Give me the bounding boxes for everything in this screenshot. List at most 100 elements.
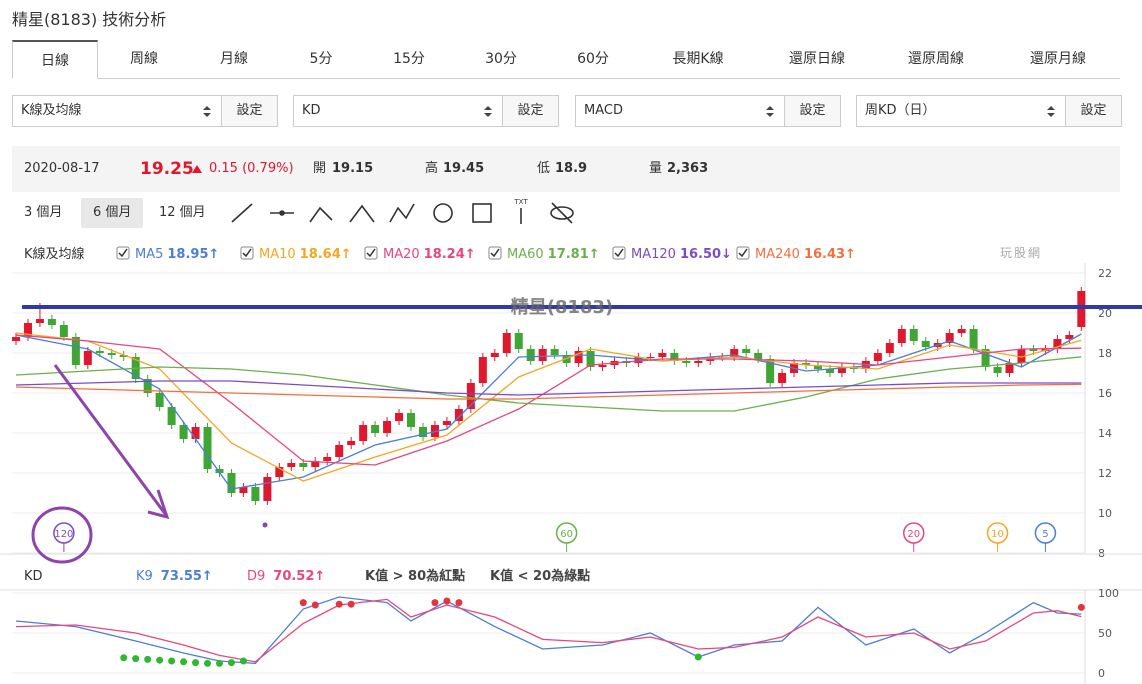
legend-value: 16.50↓ xyxy=(680,247,732,262)
tab[interactable]: 月線 xyxy=(220,51,248,67)
legend-name: MA120 xyxy=(631,247,676,262)
tool-circle[interactable] xyxy=(433,203,453,223)
legend-checkbox[interactable] xyxy=(240,246,254,260)
settings-button[interactable]: 設定 xyxy=(222,95,278,127)
settings-button[interactable]: 設定 xyxy=(785,95,841,127)
period-marker xyxy=(986,522,1009,544)
candle-body xyxy=(993,367,1002,373)
legend-value: 18.24↑ xyxy=(424,247,476,262)
tool-rect[interactable] xyxy=(472,203,492,223)
legend-checkbox[interactable] xyxy=(116,246,130,260)
legend-checkbox[interactable] xyxy=(612,246,626,260)
period-label: 10 xyxy=(991,529,1004,540)
candle-body xyxy=(359,425,368,441)
candle-body xyxy=(981,349,990,367)
tab[interactable]: 15分 xyxy=(393,51,425,67)
tab[interactable]: 周線 xyxy=(130,51,158,67)
select-box[interactable]: MACD xyxy=(575,95,785,127)
candle-body xyxy=(59,325,68,337)
candle-body xyxy=(407,413,416,427)
check xyxy=(490,248,500,258)
period-marker xyxy=(903,522,925,544)
tab[interactable]: 還原日線 xyxy=(789,51,845,67)
legend-checkbox[interactable] xyxy=(736,246,750,260)
legend-value: 17.81↑ xyxy=(548,247,600,262)
candle-body xyxy=(12,337,20,341)
candle-body xyxy=(861,361,870,369)
low-label: 低 xyxy=(537,161,551,176)
period-marker xyxy=(1034,522,1057,544)
settings-button[interactable]: 設定 xyxy=(503,95,559,127)
candle-body xyxy=(802,363,811,365)
legend-name: MA60 xyxy=(507,247,544,262)
tool-ab[interactable] xyxy=(349,204,375,223)
tool-line[interactable] xyxy=(231,203,253,223)
candle-body xyxy=(646,357,655,358)
tool-abc[interactable] xyxy=(389,203,415,223)
logo: 玩股網 xyxy=(1000,246,1043,260)
candle-body xyxy=(754,353,763,359)
candle-body xyxy=(311,461,320,467)
selector: K線及均線 設定 xyxy=(12,95,278,127)
candle-body xyxy=(335,445,344,457)
candle-body xyxy=(634,357,643,363)
candle-body xyxy=(263,477,272,501)
kd-line xyxy=(15,596,1082,665)
tab[interactable]: 還原月線 xyxy=(1030,51,1086,67)
candle-body xyxy=(490,353,499,357)
candle-body xyxy=(766,359,775,383)
select-box[interactable]: K線及均線 xyxy=(12,95,222,127)
candle-body xyxy=(239,487,248,493)
period-label: 120 xyxy=(54,529,73,540)
candle-body xyxy=(550,349,559,355)
tab[interactable]: 還原周線 xyxy=(908,51,964,67)
tab[interactable]: 30分 xyxy=(485,51,517,67)
legend-value: 18.64↑ xyxy=(300,247,352,262)
candle-body xyxy=(514,333,523,349)
y-tick-label: 100 xyxy=(1098,587,1119,600)
tool-hline[interactable] xyxy=(270,210,294,216)
candle-body xyxy=(1065,335,1074,339)
settings-button[interactable]: 設定 xyxy=(1066,95,1122,127)
candle-body xyxy=(95,351,104,353)
check xyxy=(242,248,252,258)
candle-body xyxy=(730,349,739,357)
legend-checkbox[interactable] xyxy=(364,246,378,260)
select-box[interactable]: 周KD（日） xyxy=(856,95,1066,127)
legend-value: 70.52↑ xyxy=(273,569,325,584)
tab[interactable]: 60分 xyxy=(577,51,609,67)
range-button[interactable]: 3 個月 xyxy=(24,205,63,220)
candle-body xyxy=(502,333,511,353)
kd-dot xyxy=(132,655,140,663)
check xyxy=(738,248,748,258)
period-marker xyxy=(53,522,75,544)
y-tick-label: 0 xyxy=(1098,667,1105,680)
change: 0.15 (0.79%) xyxy=(209,161,294,176)
legend-checkbox[interactable] xyxy=(488,246,502,260)
tool-angle[interactable] xyxy=(309,206,333,223)
candle-body xyxy=(538,349,547,361)
quote-bar: 2020-08-17 19.25 0.15 (0.79%) 開 19.15 高 … xyxy=(12,146,1120,192)
tab[interactable]: 日線 xyxy=(12,40,98,79)
kd-dot xyxy=(1077,603,1085,611)
range-button[interactable]: 12 個月 xyxy=(159,205,206,220)
candle-body xyxy=(945,333,954,343)
high: 19.45 xyxy=(443,161,485,176)
candle-body xyxy=(383,421,392,433)
candle-body xyxy=(897,329,906,343)
candle-body xyxy=(299,463,308,467)
ma-line xyxy=(15,332,1082,482)
tab[interactable]: 5分 xyxy=(309,51,333,67)
tool-hide[interactable] xyxy=(550,202,574,224)
watermark: 精星(8183) xyxy=(511,296,614,318)
y-tick-label: 50 xyxy=(1098,627,1112,640)
select-box[interactable]: KD xyxy=(293,95,503,127)
candle-body xyxy=(35,319,44,323)
range-button[interactable]: 6 個月 xyxy=(81,198,144,228)
kd-note: K值 > 80為紅點 xyxy=(365,568,465,584)
y-tick-label: 18 xyxy=(1098,347,1112,360)
candle-body xyxy=(215,469,224,473)
candle-body xyxy=(837,367,846,373)
tab[interactable]: 長期K線 xyxy=(672,51,724,67)
candle-body xyxy=(454,409,463,421)
